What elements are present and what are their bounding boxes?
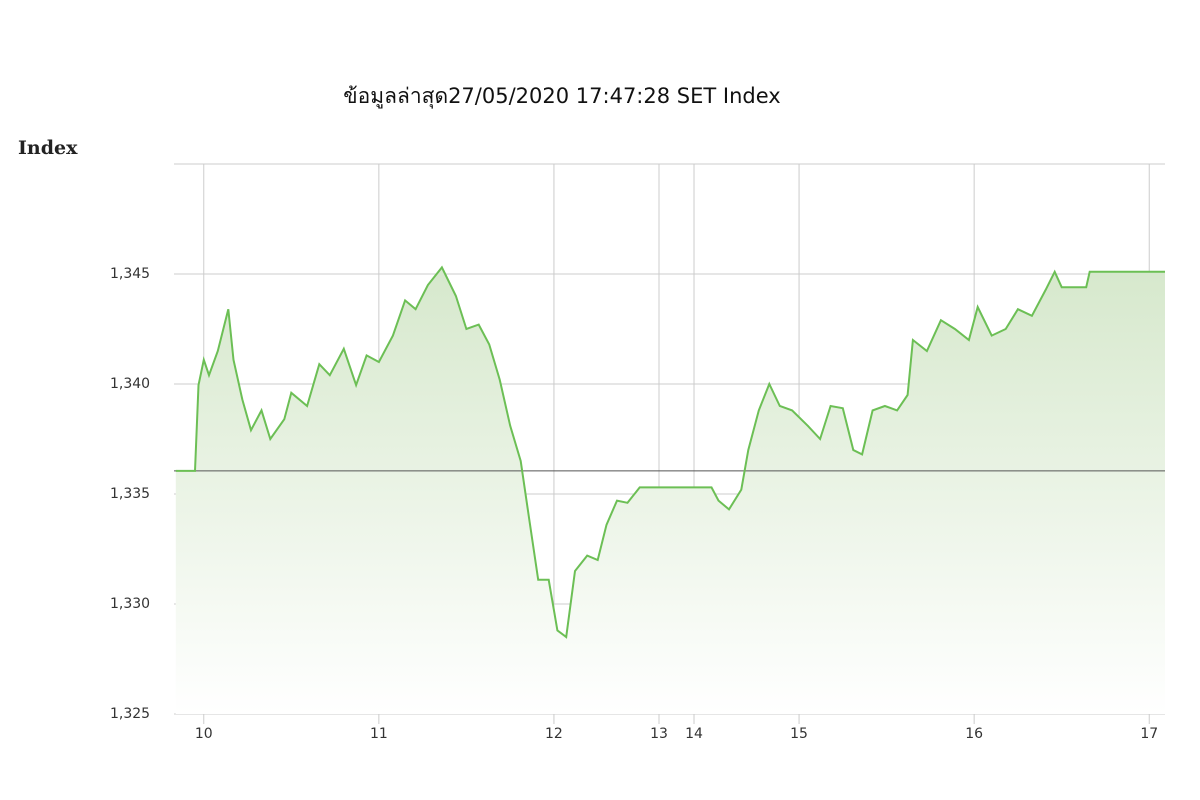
line bbox=[175, 265, 1165, 639]
x-tick-label: 17 bbox=[1140, 726, 1158, 742]
y-tick-label: 1,330 bbox=[110, 596, 150, 612]
area-fill bbox=[175, 267, 1166, 714]
x-tick-label: 13 bbox=[650, 726, 668, 742]
x-tick-label: 11 bbox=[370, 726, 388, 742]
chart-title: ข้อมูลล่าสุด27/05/2020 17:47:28 SET Inde… bbox=[343, 84, 780, 109]
y-axis-label: Index bbox=[18, 137, 78, 159]
x-tick-label: 16 bbox=[965, 726, 983, 742]
x-tick-label: 10 bbox=[195, 726, 213, 742]
x-tick-label: 14 bbox=[685, 726, 703, 742]
y-tick-label: 1,345 bbox=[110, 266, 150, 282]
x-tick-label: 15 bbox=[790, 726, 808, 742]
y-tick-label: 1,335 bbox=[110, 486, 150, 502]
y-tick-label: 1,325 bbox=[110, 706, 150, 722]
y-tick-label: 1,340 bbox=[110, 376, 150, 392]
x-tick-label: 12 bbox=[545, 726, 563, 742]
